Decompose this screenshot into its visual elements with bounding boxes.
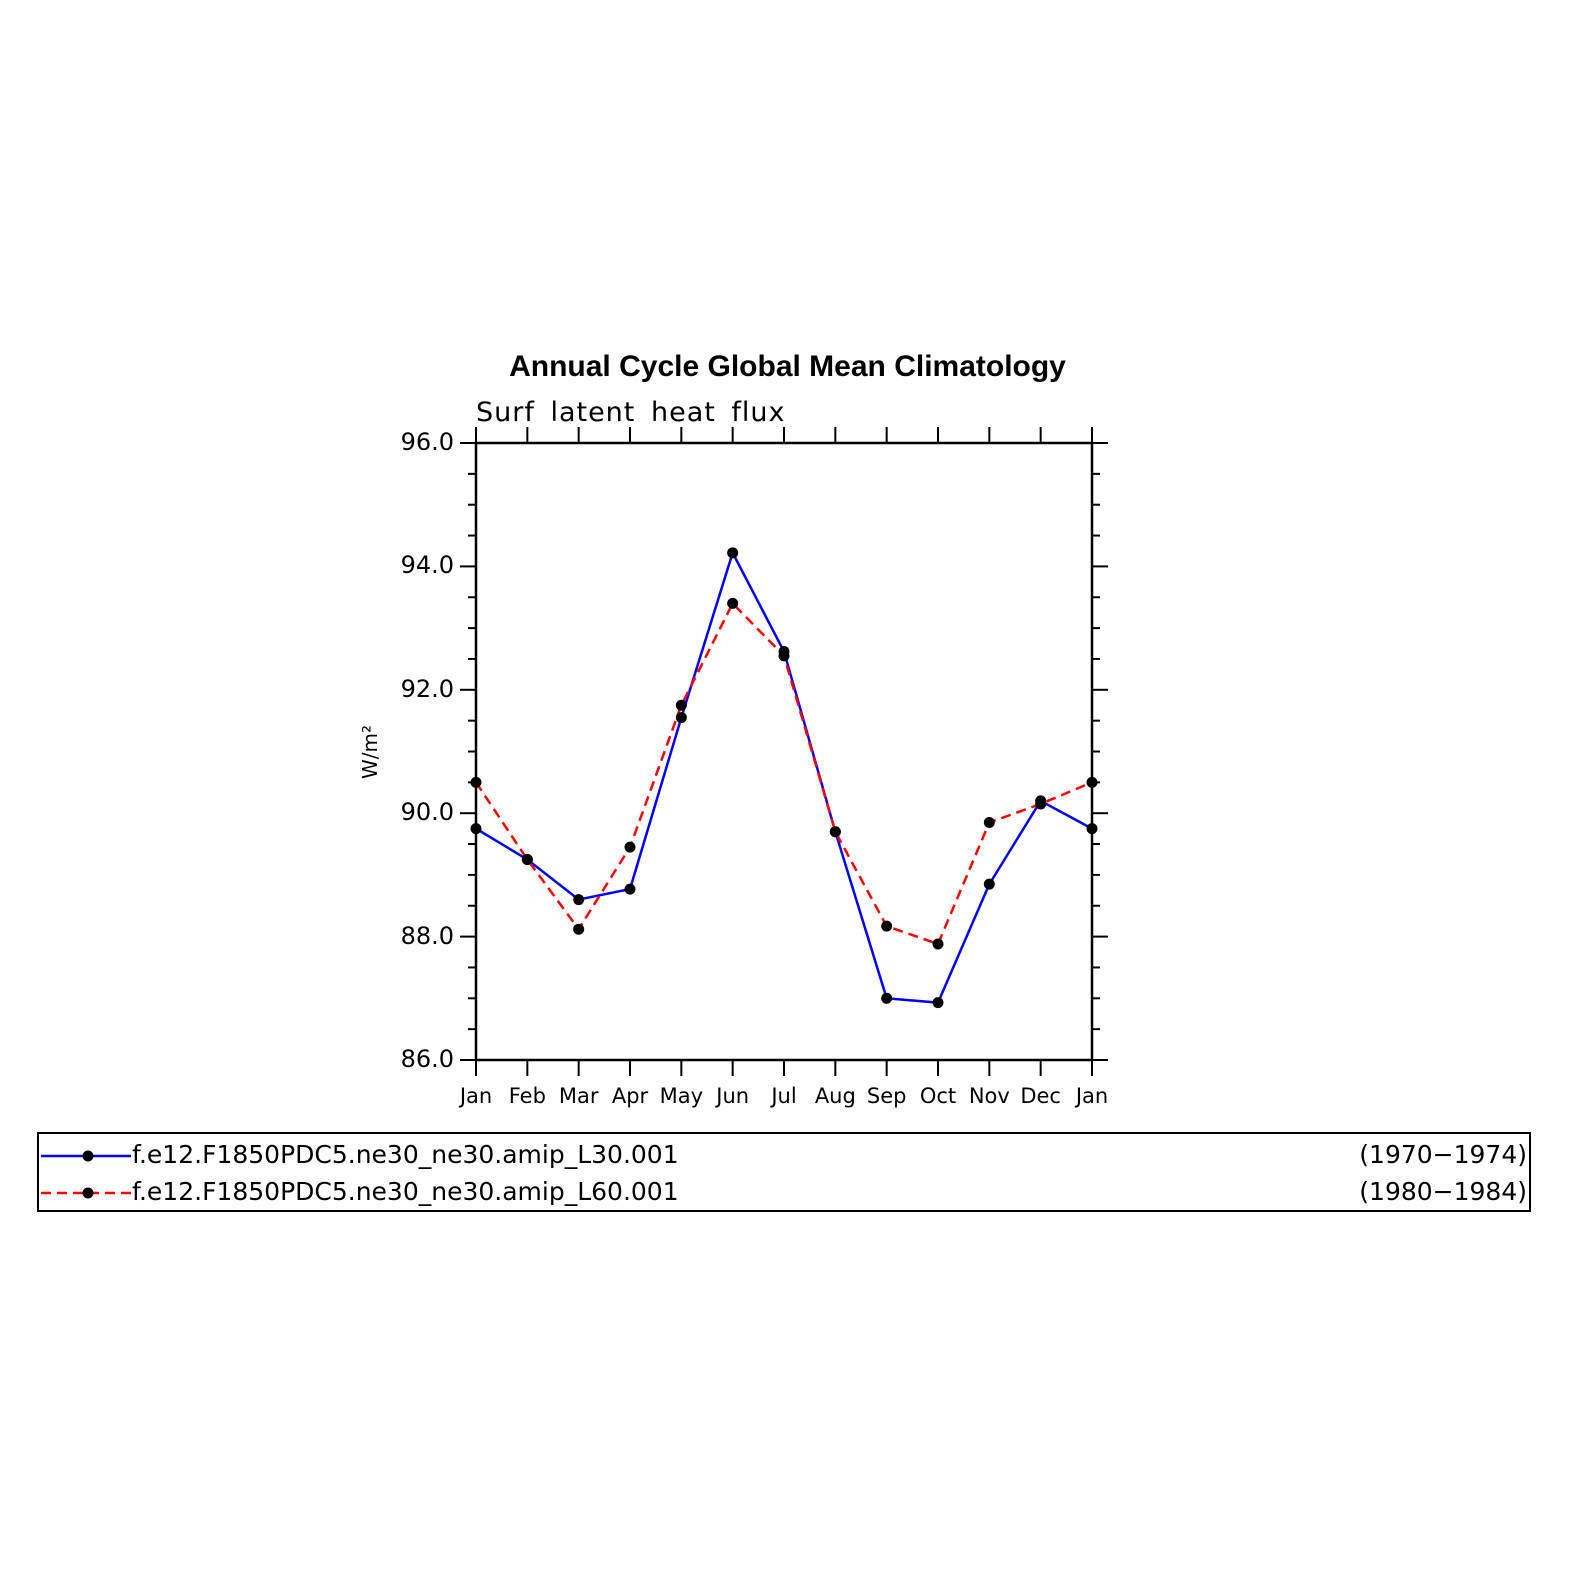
- data-point-series-1: [624, 883, 636, 895]
- x-tick-label: Aug: [814, 1084, 856, 1108]
- legend-swatch-dashed-red: [41, 1187, 131, 1199]
- x-tick-label: Jul: [771, 1084, 797, 1108]
- chart-subtitle: Surf latent heat flux: [476, 397, 786, 428]
- data-point-series-2: [1035, 798, 1047, 810]
- data-point-series-2: [778, 650, 790, 662]
- data-point-series-2: [932, 938, 944, 950]
- y-tick-label: 88.0: [400, 921, 454, 950]
- x-tick-label: Jan: [1075, 1084, 1109, 1108]
- data-point-series-2: [983, 816, 995, 828]
- x-tick-label: Jun: [716, 1084, 750, 1108]
- data-point-series-2: [624, 841, 636, 853]
- x-tick-label: Sep: [866, 1084, 907, 1108]
- y-tick-label: 90.0: [400, 798, 454, 827]
- data-point-series-2: [727, 597, 739, 609]
- data-point-series-2: [573, 923, 585, 935]
- data-point-series-1: [573, 894, 585, 906]
- x-tick-label: Oct: [919, 1084, 957, 1108]
- data-point-series-2: [1086, 776, 1098, 788]
- data-point-series-1: [1086, 823, 1098, 835]
- y-tick-label: 92.0: [400, 674, 454, 703]
- data-point-series-1: [675, 712, 687, 724]
- y-tick-label: 96.0: [400, 428, 454, 456]
- x-tick-label: Jan: [459, 1084, 493, 1108]
- plot-frame: [474, 441, 1094, 1062]
- data-point-series-2: [829, 826, 841, 838]
- data-point-series-1: [932, 997, 944, 1009]
- chart-title: Annual Cycle Global Mean Climatology: [509, 350, 1066, 383]
- legend-series-period: (1980−1984): [1359, 1177, 1527, 1206]
- y-tick-label: 94.0: [400, 551, 454, 580]
- legend: f.e12.F1850PDC5.ne30_ne30.amip_L30.001 (…: [37, 1132, 1531, 1212]
- data-point-series-2: [521, 853, 533, 865]
- legend-series-name: f.e12.F1850PDC5.ne30_ne30.amip_L60.001: [132, 1177, 679, 1206]
- data-point-series-2: [675, 699, 687, 711]
- data-point-series-1: [727, 547, 739, 559]
- x-tick-label: May: [659, 1084, 704, 1108]
- data-point-series-1: [983, 878, 995, 890]
- legend-entry-2: f.e12.F1850PDC5.ne30_ne30.amip_L60.001 (…: [39, 1173, 1529, 1209]
- series-line-1: [475, 549, 1093, 1004]
- legend-entry-1: f.e12.F1850PDC5.ne30_ne30.amip_L30.001 (…: [39, 1136, 1529, 1172]
- data-point-series-1: [881, 992, 893, 1004]
- legend-series-period: (1970−1974): [1359, 1140, 1527, 1169]
- legend-series-name: f.e12.F1850PDC5.ne30_ne30.amip_L30.001: [132, 1140, 679, 1169]
- y-tick-label: 86.0: [400, 1045, 454, 1073]
- x-tick-label: Dec: [1020, 1084, 1061, 1108]
- x-tick-label: Feb: [508, 1084, 546, 1108]
- data-point-series-1: [470, 823, 482, 835]
- legend-swatch-solid-blue: [41, 1150, 131, 1162]
- x-tick-label: Apr: [611, 1084, 649, 1108]
- x-tick-label: Mar: [558, 1084, 599, 1108]
- data-point-series-2: [881, 920, 893, 932]
- x-tick-label: Nov: [968, 1084, 1010, 1108]
- data-point-series-2: [470, 776, 482, 788]
